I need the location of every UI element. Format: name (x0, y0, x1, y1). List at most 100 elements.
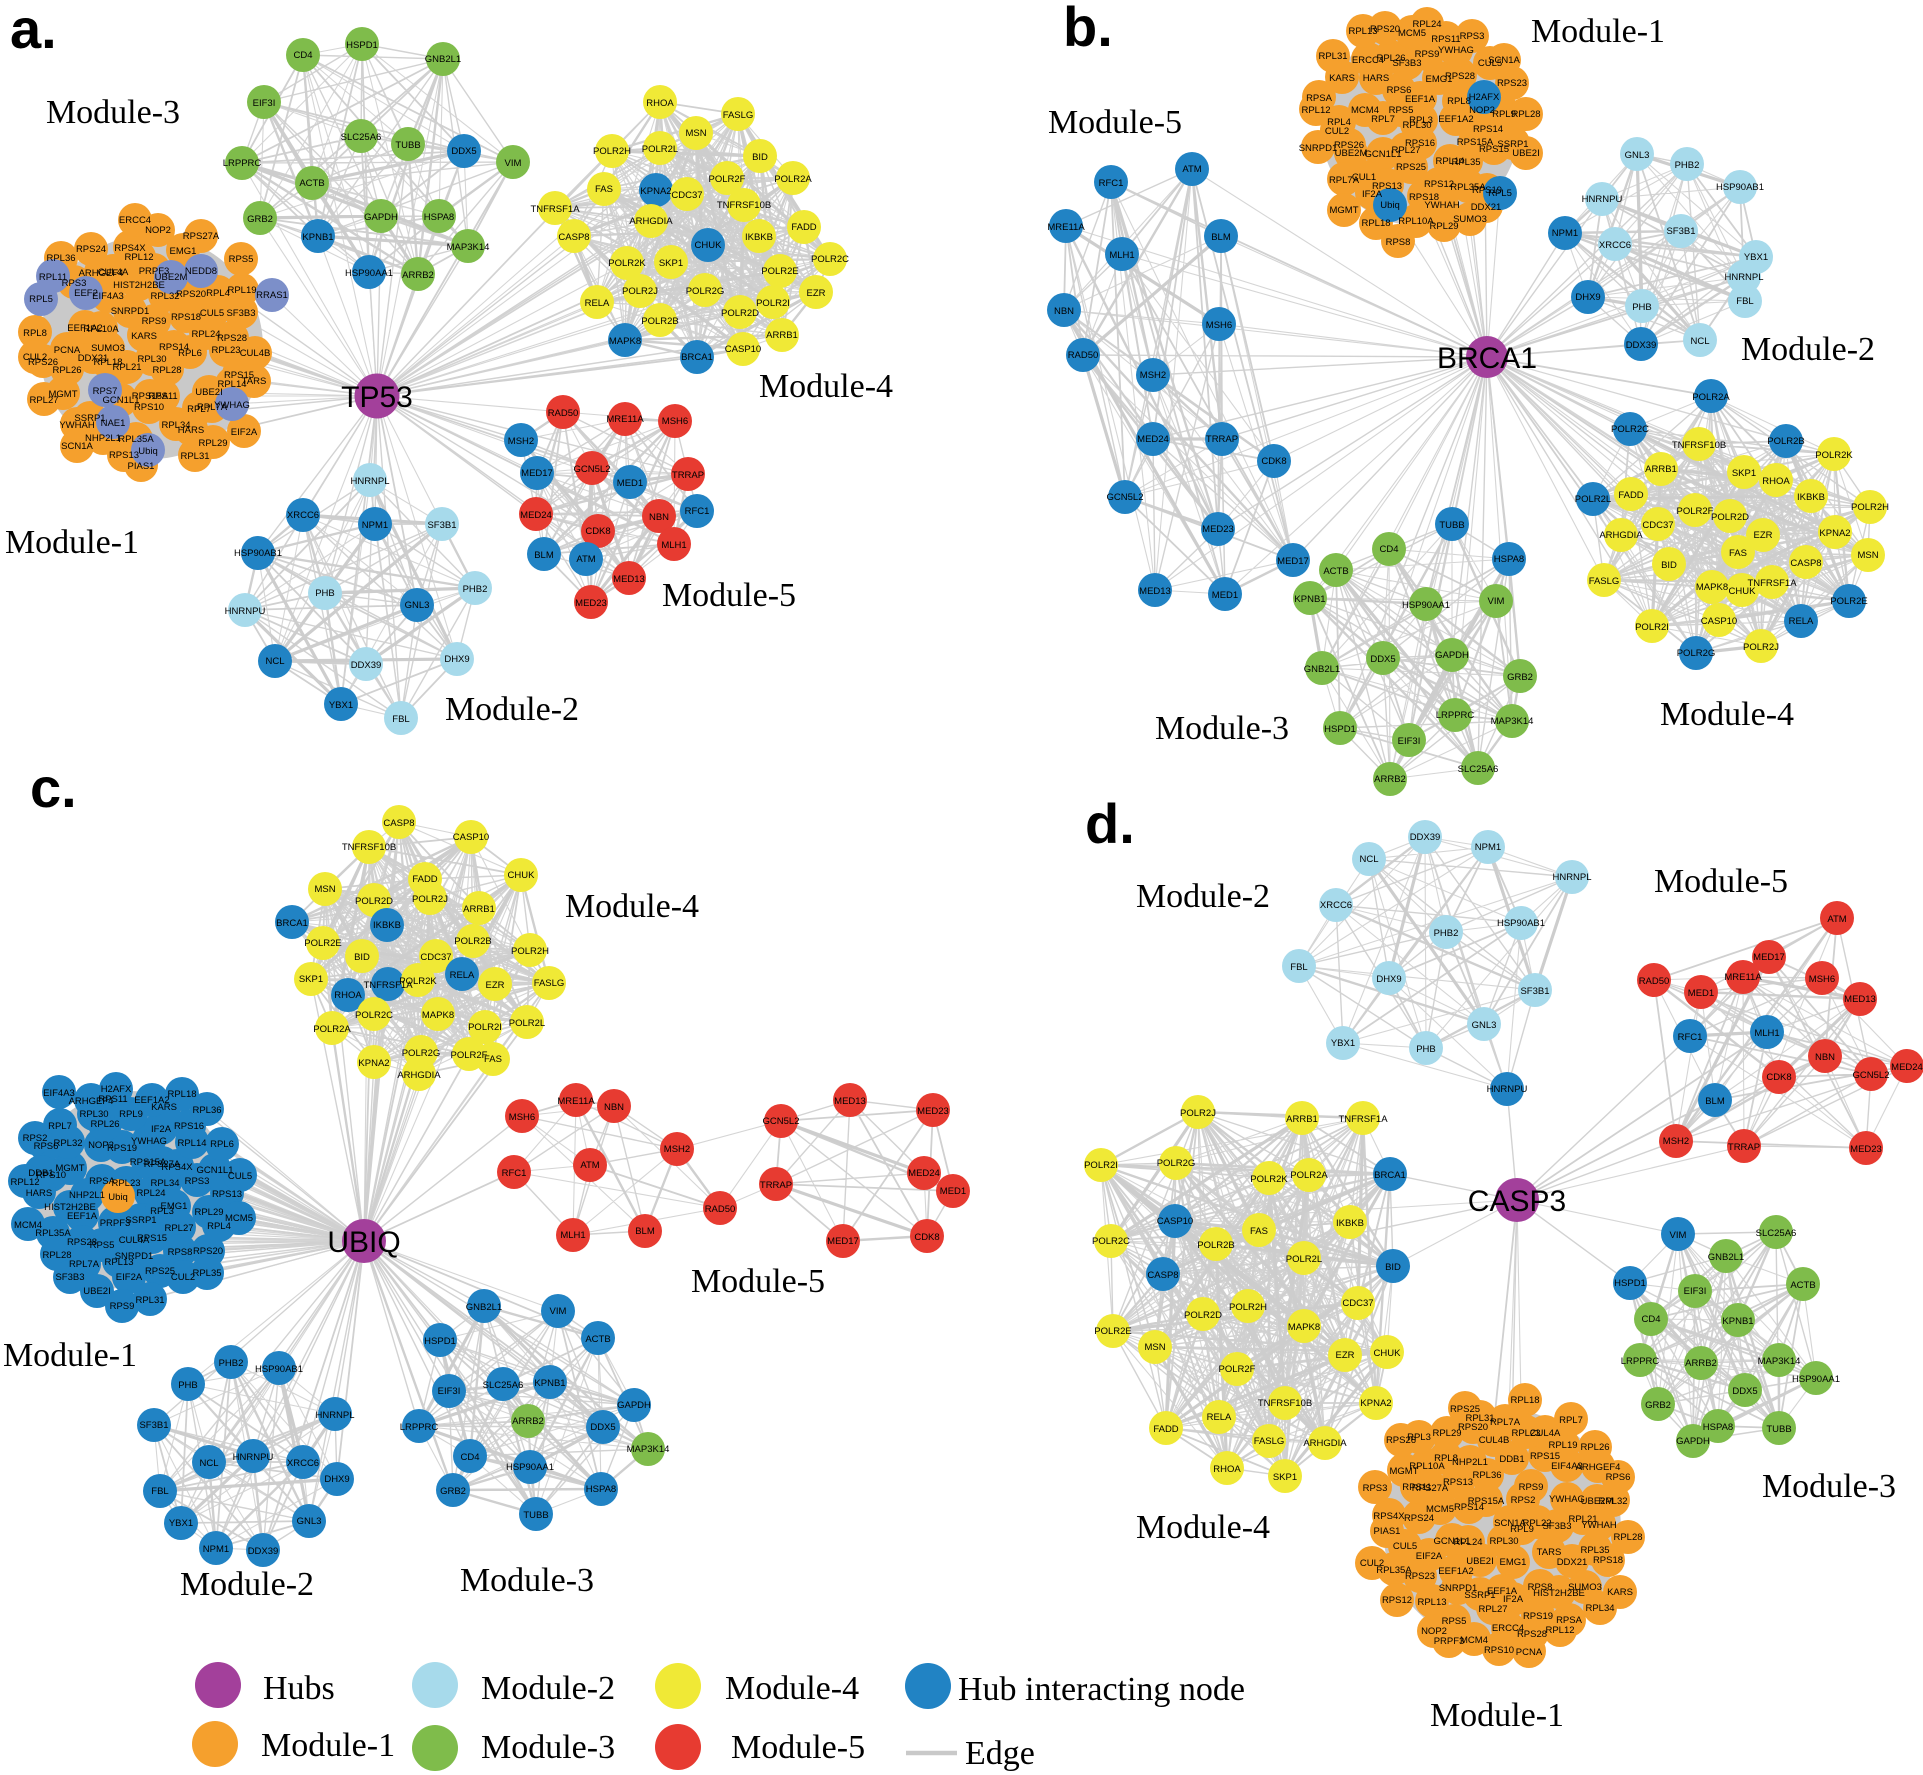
svg-text:RPS5: RPS5 (90, 1240, 115, 1251)
svg-text:YWHAG: YWHAG (1438, 45, 1474, 56)
svg-text:Ubiq: Ubiq (108, 1192, 128, 1203)
svg-text:RHOA: RHOA (1213, 1464, 1241, 1475)
svg-text:EMG1: EMG1 (1426, 74, 1453, 85)
svg-text:MRE11A: MRE11A (606, 414, 644, 425)
svg-text:MSH6: MSH6 (509, 1112, 535, 1123)
svg-text:RAD50: RAD50 (705, 1204, 736, 1215)
svg-text:NPM1: NPM1 (203, 1544, 229, 1555)
svg-text:RPS27A: RPS27A (183, 231, 220, 242)
svg-text:DDX39: DDX39 (1626, 340, 1657, 351)
svg-text:CDC37: CDC37 (1642, 520, 1673, 531)
svg-text:SKP1: SKP1 (299, 974, 323, 985)
svg-text:RPSA: RPSA (89, 1176, 116, 1187)
svg-text:b.: b. (1063, 0, 1113, 58)
svg-text:Ubiq: Ubiq (1380, 200, 1400, 211)
svg-text:DDX21: DDX21 (78, 353, 109, 364)
svg-text:RPS10: RPS10 (1484, 1645, 1514, 1656)
svg-text:RPL6: RPL6 (178, 348, 202, 359)
svg-text:ERCC4: ERCC4 (1492, 1623, 1524, 1634)
svg-text:HNRNPU: HNRNPU (233, 1452, 274, 1463)
svg-text:DDX39: DDX39 (248, 1546, 279, 1557)
svg-text:SKP1: SKP1 (659, 258, 683, 269)
svg-text:YWHAH: YWHAH (59, 420, 95, 431)
svg-text:POLR2A: POLR2A (1692, 392, 1730, 403)
svg-text:Hub interacting node: Hub interacting node (958, 1671, 1245, 1708)
svg-text:RPS5: RPS5 (1389, 105, 1414, 116)
svg-text:SF3B1: SF3B1 (1520, 986, 1549, 997)
svg-text:MRE11A: MRE11A (1047, 222, 1085, 233)
svg-text:EIF4A3: EIF4A3 (92, 291, 124, 302)
svg-text:MED1: MED1 (940, 1186, 966, 1197)
svg-text:YWHAG: YWHAG (1549, 1494, 1585, 1505)
svg-text:FBL: FBL (1290, 962, 1307, 973)
svg-text:RPS25: RPS25 (145, 1266, 175, 1277)
svg-text:EIF3I: EIF3I (1684, 1286, 1707, 1297)
svg-text:HSPA8: HSPA8 (1703, 1422, 1733, 1433)
svg-text:RPL27: RPL27 (1478, 1604, 1507, 1615)
svg-text:RPS8: RPS8 (168, 1247, 193, 1258)
svg-text:RPL27: RPL27 (164, 1223, 193, 1234)
svg-text:RELA: RELA (585, 298, 610, 309)
svg-text:RPS11: RPS11 (98, 1094, 127, 1105)
svg-text:EIF3I: EIF3I (1398, 736, 1421, 747)
svg-text:MCM5: MCM5 (225, 1213, 253, 1224)
svg-text:SF3B1: SF3B1 (427, 520, 456, 531)
svg-text:LRPPRC: LRPPRC (400, 1422, 439, 1433)
svg-text:RHOA: RHOA (646, 98, 674, 109)
svg-text:RPS19: RPS19 (1472, 185, 1502, 196)
svg-text:ATM: ATM (576, 554, 595, 565)
svg-text:RPS13: RPS13 (109, 450, 139, 461)
svg-text:RPS13: RPS13 (212, 1189, 242, 1200)
svg-text:SNRPD1: SNRPD1 (115, 1251, 154, 1262)
svg-text:KPNB1: KPNB1 (1722, 1316, 1753, 1327)
svg-text:MSH6: MSH6 (1206, 320, 1232, 331)
svg-text:MRE11A: MRE11A (1724, 972, 1762, 983)
svg-text:GCN1L1: GCN1L1 (197, 1165, 234, 1176)
svg-text:HIST2H2BE: HIST2H2BE (1533, 1588, 1585, 1599)
svg-text:HNRNPU: HNRNPU (1487, 1084, 1528, 1095)
svg-text:CDK8: CDK8 (1766, 1072, 1791, 1083)
svg-text:GNB2L1: GNB2L1 (466, 1302, 502, 1313)
svg-text:EIF4A3: EIF4A3 (43, 1088, 75, 1099)
svg-text:RPL4: RPL4 (1327, 117, 1351, 128)
svg-text:HARS: HARS (178, 425, 204, 436)
svg-text:BID: BID (354, 952, 370, 963)
svg-text:EZR: EZR (1754, 530, 1773, 541)
svg-text:ARHGDIA: ARHGDIA (629, 216, 673, 227)
svg-text:EIF3I: EIF3I (438, 1386, 461, 1397)
svg-text:MAPK8: MAPK8 (1696, 582, 1728, 593)
svg-text:SCN1A: SCN1A (61, 441, 93, 452)
svg-text:CUL4B: CUL4B (240, 348, 271, 359)
svg-text:SUMO3: SUMO3 (91, 343, 125, 354)
svg-text:RPL35: RPL35 (192, 1268, 221, 1279)
svg-text:RPS4X: RPS4X (161, 1162, 193, 1173)
svg-text:MED24: MED24 (908, 1168, 940, 1179)
svg-text:ARRB1: ARRB1 (766, 330, 798, 341)
svg-text:BRCA1: BRCA1 (1374, 1170, 1406, 1181)
svg-text:GRB2: GRB2 (247, 214, 273, 225)
svg-text:TUBB: TUBB (395, 140, 420, 151)
svg-text:CUL5: CUL5 (200, 308, 224, 319)
svg-text:CD4: CD4 (460, 1452, 479, 1463)
svg-text:YWHAG: YWHAG (214, 400, 250, 411)
svg-text:a.: a. (10, 0, 57, 60)
svg-text:POLR2I: POLR2I (1635, 622, 1669, 633)
svg-text:PHB: PHB (178, 1380, 198, 1391)
svg-text:NBN: NBN (1815, 1052, 1835, 1063)
svg-text:POLR2K: POLR2K (1250, 1174, 1288, 1185)
svg-text:SNRPD1: SNRPD1 (111, 306, 150, 317)
svg-text:TNFRSF1A: TNFRSF1A (1747, 578, 1797, 589)
svg-text:SCN1A: SCN1A (1488, 55, 1520, 66)
svg-text:MED13: MED13 (834, 1096, 866, 1107)
svg-text:GAPDH: GAPDH (1435, 650, 1469, 661)
svg-text:RPL35: RPL35 (1451, 157, 1480, 168)
svg-text:HSP90AA1: HSP90AA1 (1402, 600, 1450, 611)
svg-text:POLR2B: POLR2B (641, 316, 679, 327)
svg-text:EMG1: EMG1 (170, 246, 197, 257)
svg-text:RPS25: RPS25 (1396, 162, 1426, 173)
svg-text:ARRB1: ARRB1 (463, 904, 495, 915)
svg-text:RPS20: RPS20 (1458, 1422, 1488, 1433)
svg-text:RPL7A: RPL7A (1490, 1417, 1521, 1428)
svg-text:GNL3: GNL3 (1625, 150, 1650, 161)
svg-text:RELA: RELA (1789, 616, 1814, 627)
